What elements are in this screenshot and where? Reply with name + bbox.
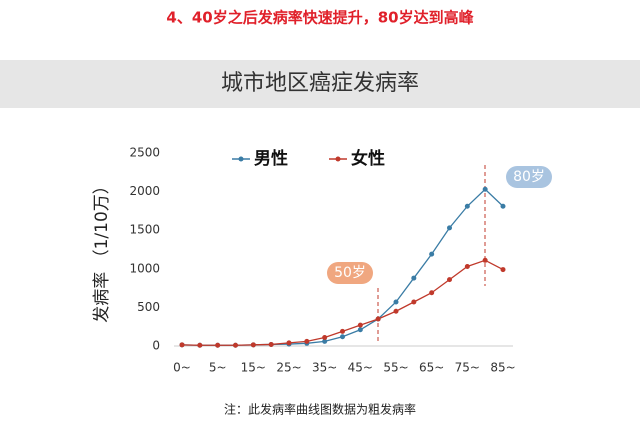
data-point (215, 342, 221, 348)
data-point (393, 308, 399, 314)
data-point (464, 263, 470, 269)
note: 注：此发病率曲线图数据为粗发病率 (224, 402, 416, 417)
data-point (357, 327, 363, 333)
chart-title: 城市地区癌症发病率 (221, 71, 419, 96)
x-tick-label: 45~ (348, 361, 373, 375)
y-tick-label: 0 (152, 339, 160, 353)
x-tick-label: 65~ (419, 361, 444, 375)
y-axis-label: 发病率 （1/10万） (92, 177, 112, 323)
data-point (393, 299, 399, 305)
x-tick-label: 25~ (276, 361, 301, 375)
data-point (250, 342, 256, 348)
legend-label: 男性 (254, 148, 288, 169)
title-band (0, 60, 640, 108)
legend-marker (238, 156, 244, 162)
legend-label: 女性 (351, 148, 385, 169)
x-tick-label: 35~ (312, 361, 337, 375)
data-point (322, 338, 328, 344)
data-point (500, 203, 506, 209)
y-tick-label: 2000 (129, 184, 160, 198)
y-tick-label: 500 (137, 300, 160, 314)
data-point (482, 186, 488, 192)
data-point (464, 203, 470, 209)
data-point (429, 251, 435, 257)
annotation: 80岁 (513, 169, 545, 185)
data-point (429, 290, 435, 296)
data-point (482, 257, 488, 263)
data-point (447, 277, 452, 283)
data-point (197, 342, 203, 348)
data-point (375, 316, 381, 322)
data-point (304, 338, 310, 344)
data-point (179, 342, 185, 348)
x-tick-label: 85~ (490, 361, 515, 375)
data-point (286, 340, 292, 346)
annotation-bubble (506, 166, 552, 188)
data-point (357, 322, 363, 328)
y-tick-label: 1500 (129, 223, 160, 237)
y-tick-label: 2500 (129, 146, 160, 160)
x-tick-label: 15~ (241, 361, 266, 375)
x-tick-label: 0~ (173, 361, 191, 375)
data-point (500, 267, 506, 273)
annotation-bubble (327, 262, 373, 284)
data-point (322, 335, 328, 341)
x-tick-label: 55~ (383, 361, 408, 375)
data-point (340, 328, 345, 334)
data-point (233, 342, 238, 348)
data-point (447, 225, 452, 231)
x-tick-label: 5~ (209, 361, 227, 375)
data-point (340, 334, 345, 340)
data-point (411, 275, 417, 281)
annotation: 50岁 (334, 265, 366, 281)
y-tick-label: 1000 (129, 261, 160, 275)
x-tick-label: 75~ (455, 361, 480, 375)
data-point (411, 299, 417, 305)
legend-marker (335, 156, 341, 162)
data-point (268, 341, 274, 347)
heading: 4、40岁之后发病率快速提升，80岁达到高峰 (166, 9, 474, 27)
